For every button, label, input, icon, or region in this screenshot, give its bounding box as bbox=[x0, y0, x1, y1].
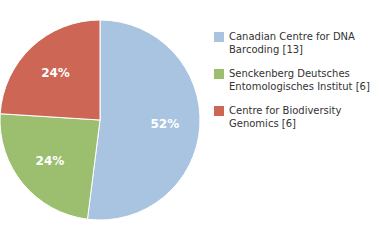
legend-label: Centre for BiodiversityGenomics [6] bbox=[229, 105, 342, 129]
legend-swatch bbox=[214, 106, 224, 116]
pie-slice bbox=[87, 20, 200, 220]
pie-slice bbox=[0, 114, 100, 219]
data-label: 52% bbox=[151, 117, 180, 131]
legend-label: Canadian Centre for DNABarcoding [13] bbox=[229, 31, 355, 55]
legend-swatch bbox=[214, 32, 224, 42]
data-labels: 52% 24% 24% bbox=[36, 66, 180, 169]
pie-slice bbox=[0, 20, 100, 120]
chart: 52% 24% 24% Canadian Centre for DNABarcodin… bbox=[0, 0, 380, 240]
legend-label: Senckenberg DeutschesEntomologisches Ins… bbox=[229, 68, 370, 92]
legend: Canadian Centre for DNABarcoding [13] Sen… bbox=[214, 31, 370, 129]
legend-swatch bbox=[214, 69, 224, 79]
pie bbox=[0, 20, 200, 220]
chart-container: 52% 24% 24% Canadian Centre for DNABarcodin… bbox=[0, 0, 380, 240]
data-label: 24% bbox=[41, 66, 70, 80]
data-label: 24% bbox=[36, 154, 65, 168]
